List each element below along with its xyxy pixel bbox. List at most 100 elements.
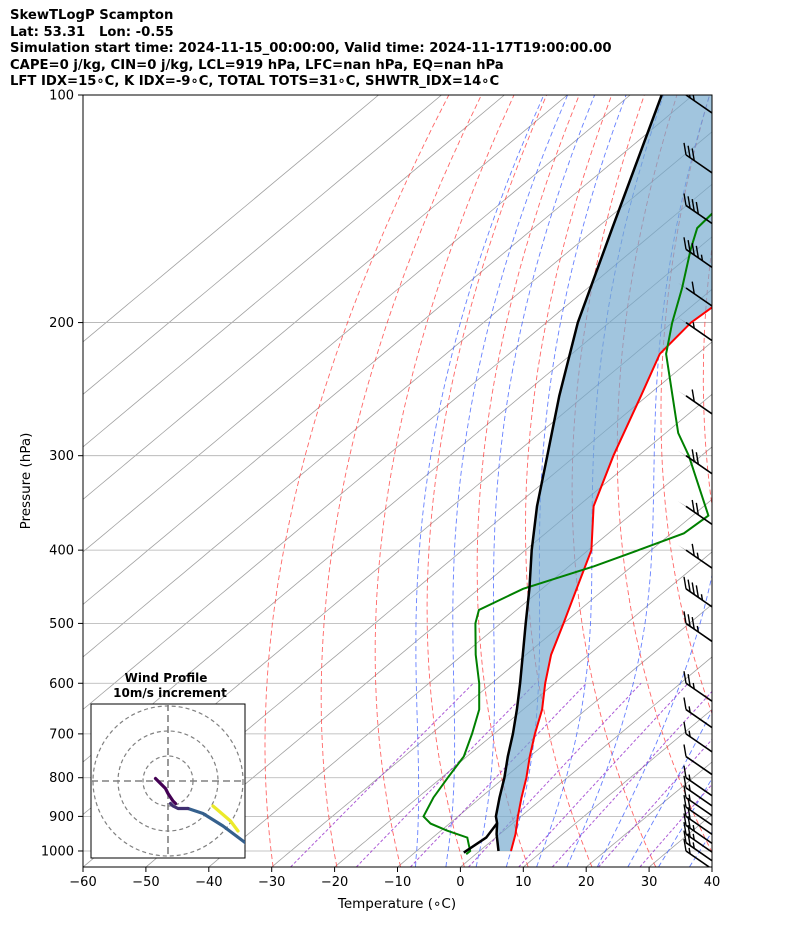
hodograph-trace [186,806,245,845]
wind-barb [678,543,712,569]
wind-barb [683,813,712,845]
wind-barb-flag [683,785,687,798]
dry-adiabat [320,95,482,867]
y-tick-label: 600 [49,677,74,692]
wind-barb-staff [685,787,712,807]
wind-barb [683,785,712,817]
wind-barb-flag [691,389,695,402]
wind-barb-flag [683,721,687,734]
dry-adiabat [702,243,712,509]
y-tick-label: 900 [49,810,74,825]
x-tick-label: −20 [321,875,348,890]
wind-barb-flag [683,804,687,817]
wind-barb [683,744,712,776]
dry-adiabat [426,95,548,867]
hodograph-trace [153,776,178,806]
dry-adiabat [660,95,712,715]
wind-barb-flag [691,148,695,161]
wind-barb [678,499,712,525]
wind-barb-flag [683,611,687,624]
isotherm-line [83,131,712,658]
wind-barb-staff [685,806,712,826]
wind-barb-half-flag [688,784,691,791]
hodograph-title-2: 10m/s increment [113,686,227,700]
dry-adiabat [525,95,613,867]
isotherm-line [83,95,694,605]
wind-barb-staff [685,733,712,753]
wind-barb-half-flag [688,847,691,854]
wind-barb-flag [695,245,700,258]
x-tick-label: 20 [578,875,595,890]
y-tick-label: 100 [49,89,74,104]
wind-barb [683,193,712,225]
dry-adiabat [264,95,450,867]
wind-barb [683,237,712,268]
isotherm-line [83,95,505,448]
hodograph-title-1: Wind Profile [125,671,208,685]
wind-barb [683,576,712,608]
wind-barb-flag [691,242,695,256]
wind-barb-half-flag [688,706,691,713]
wind-barb [683,765,712,797]
y-tick-label: 1000 [41,844,74,859]
y-axis-label: Pressure (hPa) [18,433,34,530]
wind-barb-flag [683,775,687,788]
isotherm-line [271,498,712,867]
wind-barb-staff [685,588,712,608]
wind-barb-flag [683,822,687,835]
wind-barb-staff [685,842,712,862]
wind-barb-half-flag [692,322,695,329]
mixing-ratio-line [355,682,536,867]
wind-barb-half-flag [688,730,691,737]
wind-barb [683,838,711,867]
x-tick-label: −30 [258,875,285,890]
wind-barb [683,697,712,729]
wind-barb-staff [685,204,712,225]
dewpoint-profile [422,212,712,855]
x-tick-label: 10 [515,875,532,890]
wind-barb-staff [685,95,712,114]
x-tick-label: −50 [132,875,159,890]
chart-header: SkewTLogP Scampton Lat: 53.31 Lon: -0.55… [10,8,612,91]
wind-barb-pennant [678,390,693,401]
cape-cin-shading [495,95,712,851]
wind-barb-half-flag [696,552,700,559]
header-line-cape: CAPE=0 j/kg, CIN=0 j/kg, LCL=919 hPa, LF… [10,57,504,73]
isotherm-line [585,761,712,867]
wind-barb-staff [685,796,712,817]
wind-barb-flag [691,449,695,462]
wind-barb-half-flag [688,794,691,801]
isotherm-line [208,446,712,867]
wind-barb-flag [691,543,695,556]
wind-barb-staff [685,755,712,776]
x-tick-label: 30 [641,875,658,890]
wind-barb-flag [692,95,695,101]
wind-barb [678,281,712,307]
wind-barb-flag [683,237,687,250]
wind-barb-pennant [678,501,693,511]
wind-barb-flag [685,95,686,96]
isotherm-line [83,183,712,710]
dry-adiabat [744,95,794,867]
wind-barb-staff [685,777,712,797]
wind-barb [683,611,712,643]
wind-barb-flag [687,673,691,687]
isotherm-line [397,603,712,867]
wind-barb-flag [695,452,700,465]
header-line-station: SkewTLogP Scampton [10,8,174,23]
y-tick-label: 800 [49,771,74,786]
x-tick-label: −60 [69,875,96,890]
wind-barb-half-flag [696,625,700,633]
wind-barb-flag [683,838,687,852]
wind-barb-flag [691,616,695,630]
mixing-ratio-line [518,682,689,867]
x-tick-label: 40 [704,875,721,890]
wind-barb-half-flag [692,842,695,849]
wind-barb-flag [683,576,687,589]
wind-barb-staff [685,622,712,643]
wind-barb-staff [685,549,712,569]
wind-barb-staff [685,833,712,853]
wind-barbs [678,95,712,867]
wind-barb-half-flag [688,774,691,781]
